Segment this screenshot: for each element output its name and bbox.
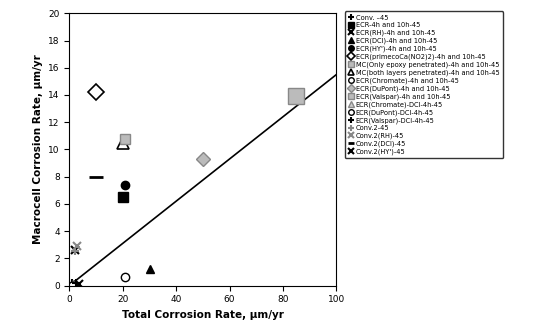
Y-axis label: Macrocell Corrosion Rate, μm/yr: Macrocell Corrosion Rate, μm/yr — [33, 54, 43, 244]
Legend: Conv. –45, ECR-4h and 10h-45, ECR(RH)-4h and 10h-45, ECR(DCI)-4h and 10h-45, ECR: Conv. –45, ECR-4h and 10h-45, ECR(RH)-4h… — [345, 11, 503, 158]
X-axis label: Total Corrosion Rate, μm/yr: Total Corrosion Rate, μm/yr — [122, 310, 284, 320]
